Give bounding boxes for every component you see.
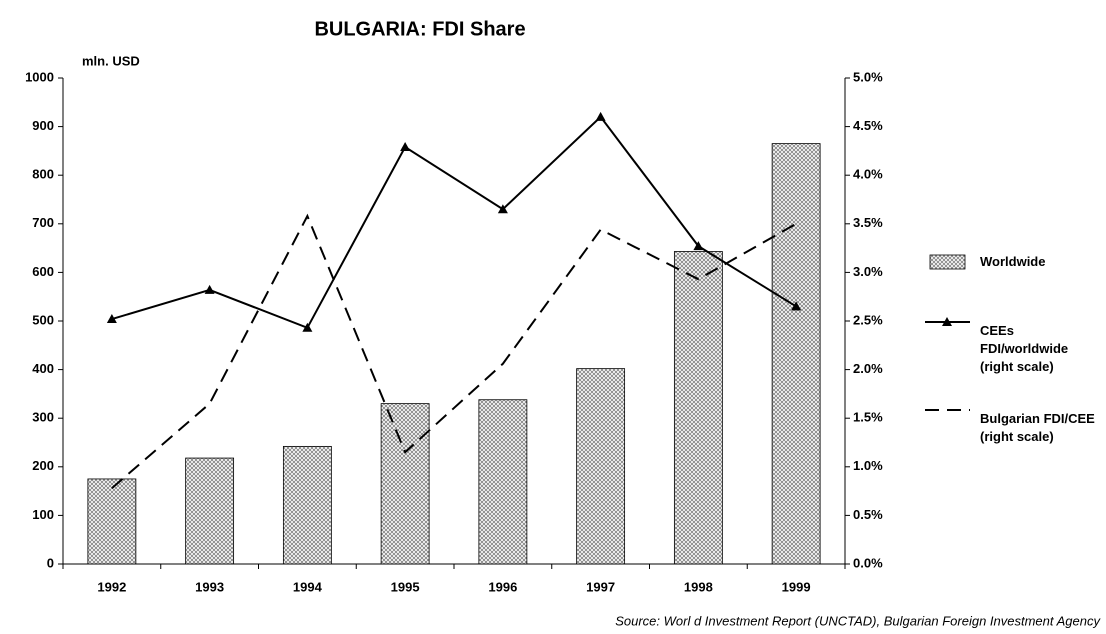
- y-tick-label: 0: [47, 555, 54, 570]
- bar: [478, 399, 528, 565]
- x-tick-label: 1997: [586, 579, 615, 594]
- y2-tick-label: 0.5%: [853, 507, 883, 522]
- y-tick-label: 1000: [25, 69, 54, 84]
- line-marker: [693, 241, 704, 251]
- bar: [282, 445, 332, 565]
- y2-tick-label: 2.5%: [853, 312, 883, 327]
- y2-tick-label: 4.5%: [853, 118, 883, 133]
- line-marker: [791, 301, 802, 311]
- y-tick-label: 200: [32, 458, 54, 473]
- legend-label: Bulgarian FDI/CEE (right scale): [980, 411, 1095, 444]
- line-marker: [400, 142, 411, 152]
- y2-tick-label: 4.0%: [853, 167, 883, 182]
- y-tick-label: 500: [32, 312, 54, 327]
- x-tick-label: 1993: [195, 579, 224, 594]
- line-marker: [204, 284, 215, 294]
- y-tick-label: 400: [32, 361, 54, 376]
- y2-tick-label: 3.0%: [853, 264, 883, 279]
- bar: [87, 478, 137, 565]
- line-marker: [595, 111, 606, 121]
- bar: [185, 457, 235, 565]
- x-tick-label: 1996: [488, 579, 517, 594]
- y2-tick-label: 0.0%: [853, 555, 883, 570]
- line-marker: [302, 322, 313, 332]
- legend-marker: [942, 317, 952, 326]
- legend-swatch: [929, 254, 966, 270]
- x-tick-label: 1994: [293, 579, 323, 594]
- y-tick-label: 600: [32, 264, 54, 279]
- line-series: [111, 115, 797, 330]
- y-tick-label: 700: [32, 215, 54, 230]
- bar: [771, 143, 821, 565]
- y-tick-label: 800: [32, 167, 54, 182]
- bar: [380, 403, 430, 565]
- line-marker: [106, 314, 117, 324]
- line-series: [111, 213, 797, 489]
- y-axis-label: mln. USD: [82, 53, 140, 68]
- y-tick-label: 900: [32, 118, 54, 133]
- bar: [576, 368, 626, 565]
- x-tick-label: 1999: [782, 579, 811, 594]
- x-tick-label: 1995: [391, 579, 420, 594]
- source-note: Source: Worl d Investment Report (UNCTAD…: [615, 613, 1101, 628]
- y2-tick-label: 2.0%: [853, 361, 883, 376]
- line-marker: [497, 204, 508, 214]
- bar: [673, 251, 723, 565]
- x-tick-label: 1998: [684, 579, 713, 594]
- legend-label: Worldwide: [980, 254, 1046, 269]
- y2-tick-label: 5.0%: [853, 69, 883, 84]
- y2-tick-label: 1.5%: [853, 410, 883, 425]
- chart-title: BULGARIA: FDI Share: [314, 18, 525, 40]
- legend-label: CEEs FDI/worldwide (right scale): [980, 323, 1069, 374]
- y2-tick-label: 3.5%: [853, 215, 883, 230]
- y-tick-label: 300: [32, 410, 54, 425]
- y-tick-label: 100: [32, 507, 54, 522]
- y2-tick-label: 1.0%: [853, 458, 883, 473]
- x-tick-label: 1992: [97, 579, 126, 594]
